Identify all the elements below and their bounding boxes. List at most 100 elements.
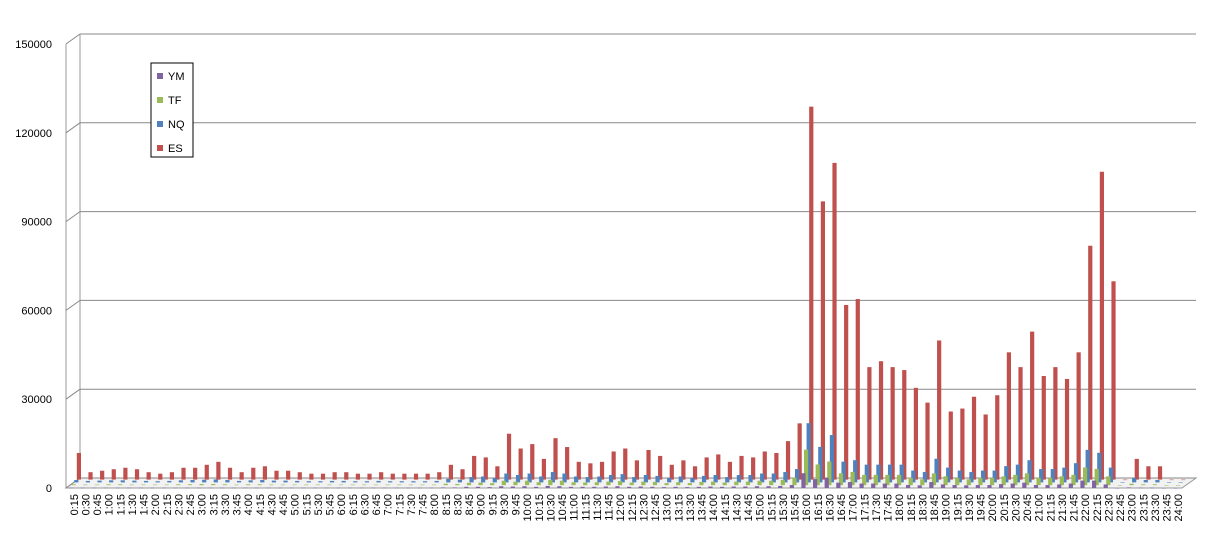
bar <box>652 481 658 486</box>
bar <box>937 340 942 480</box>
bar <box>1134 458 1139 480</box>
x-tick-label: 16:30 <box>824 494 836 522</box>
bar <box>71 484 76 486</box>
bar <box>1006 352 1011 480</box>
bar <box>557 486 562 488</box>
x-tick-label: 2:15 <box>162 494 174 515</box>
bar <box>978 477 983 486</box>
bar <box>309 473 314 480</box>
x-tick-label: 8:15 <box>441 494 453 515</box>
bar <box>716 454 721 480</box>
x-tick-label: 17:30 <box>871 494 883 522</box>
bar <box>545 485 550 488</box>
x-tick-label: 6:45 <box>371 494 383 515</box>
bar <box>332 472 337 480</box>
bar <box>778 485 783 488</box>
bar <box>1080 480 1085 488</box>
x-tick-label: 12:30 <box>638 494 650 522</box>
x-tick-label: 18:00 <box>894 494 906 522</box>
x-tick-label: 10:00 <box>522 494 534 522</box>
y-tick-label: 90000 <box>21 217 52 229</box>
bar <box>617 481 623 486</box>
bar <box>196 487 202 489</box>
x-tick-label: 23:30 <box>1150 494 1162 522</box>
bar <box>490 483 495 486</box>
bar <box>1022 482 1027 488</box>
bar <box>876 464 881 483</box>
bar <box>1123 479 1128 481</box>
bar <box>460 469 465 480</box>
bar <box>350 484 355 486</box>
bar <box>478 482 483 486</box>
bar <box>483 457 488 480</box>
bar <box>69 487 74 489</box>
y-tick-label: 150000 <box>15 39 52 51</box>
bar <box>855 299 860 480</box>
bar <box>838 473 844 486</box>
bar <box>934 458 939 483</box>
bar <box>406 487 411 489</box>
bar <box>887 464 893 483</box>
bar <box>127 487 132 489</box>
x-tick-label: 10:45 <box>557 494 569 522</box>
bar <box>964 485 969 488</box>
bar <box>306 481 311 483</box>
bar <box>1111 281 1116 480</box>
bar <box>504 473 509 483</box>
bar <box>234 484 239 486</box>
bar <box>878 361 884 480</box>
bar <box>588 463 593 480</box>
bar <box>178 480 184 483</box>
x-tick-label: 3:30 <box>220 494 232 515</box>
bar <box>208 487 213 489</box>
bar <box>704 457 709 480</box>
bar <box>925 402 930 480</box>
x-tick-label: 15:45 <box>790 494 802 522</box>
x-tick-label: 9:45 <box>511 494 523 515</box>
bar <box>1045 485 1050 488</box>
bar <box>271 480 277 483</box>
bar <box>266 487 271 489</box>
bar <box>1057 484 1062 488</box>
bar <box>150 487 155 489</box>
bar <box>1132 477 1137 483</box>
x-tick-label: 14:45 <box>743 494 755 522</box>
bar <box>408 484 413 486</box>
x-tick-label: 19:00 <box>941 494 953 522</box>
bar <box>185 487 190 489</box>
bar <box>216 461 221 480</box>
bar <box>571 482 576 486</box>
x-tick-label: 18:30 <box>917 494 929 522</box>
legend-label: NQ <box>168 119 185 131</box>
bar <box>971 396 977 480</box>
bar <box>313 487 318 489</box>
bar <box>655 475 660 483</box>
bar <box>236 480 242 483</box>
bar <box>510 486 515 488</box>
legend-swatch <box>157 97 163 103</box>
bar <box>193 467 198 480</box>
bar <box>792 477 797 486</box>
y-tick-label: 0 <box>46 483 52 495</box>
bar <box>481 476 486 483</box>
bar <box>955 477 960 486</box>
bar <box>969 472 974 483</box>
bar <box>922 472 928 483</box>
bar <box>94 484 100 486</box>
bar <box>722 482 727 486</box>
bar <box>859 483 864 488</box>
bar <box>394 487 399 489</box>
bar <box>664 483 669 486</box>
bar <box>725 477 730 483</box>
bar <box>917 485 922 488</box>
x-tick-label: 6:00 <box>336 494 348 515</box>
bar <box>187 484 193 486</box>
bar <box>132 480 137 483</box>
x-tick-label: 19:45 <box>976 494 988 522</box>
bar <box>1120 482 1125 483</box>
x-tick-label: 19:30 <box>964 494 976 522</box>
bar <box>355 473 360 480</box>
bar <box>446 478 451 483</box>
bar <box>222 484 227 486</box>
bar <box>627 486 632 488</box>
